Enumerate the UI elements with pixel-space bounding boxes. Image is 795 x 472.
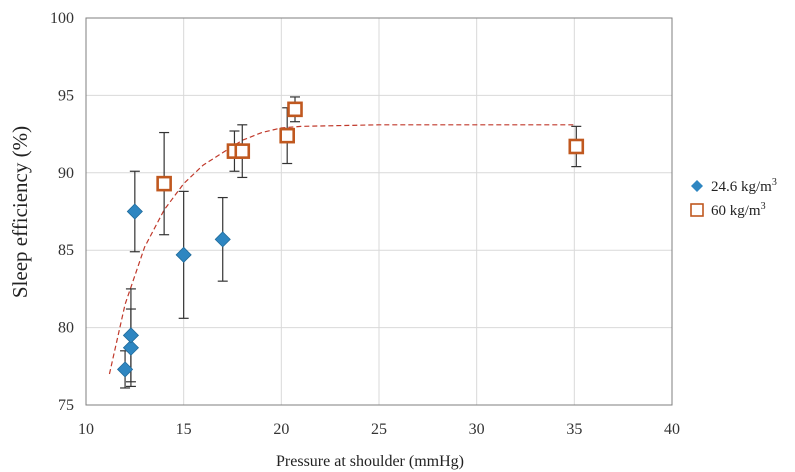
diamond-point: [117, 361, 134, 378]
square-point: [279, 127, 295, 144]
x-tick-label: 10: [78, 421, 94, 438]
error-bars: [120, 96, 582, 389]
x-tick-label: 30: [469, 421, 485, 438]
diamond-point: [126, 203, 143, 220]
x-tick-label: 15: [176, 421, 192, 438]
y-tick-label: 85: [58, 242, 74, 259]
legend-square-icon: [690, 203, 704, 217]
y-axis-title: Sleep efficiency (%): [8, 126, 32, 298]
y-tick-label: 75: [58, 397, 74, 414]
legend: 24.6 kg/m3 60 kg/m3: [690, 177, 777, 219]
diamond-point: [122, 339, 139, 356]
trendline-path: [108, 124, 575, 375]
x-tick-label: 40: [664, 421, 680, 438]
square-point: [287, 101, 303, 118]
legend-item: 24.6 kg/m3: [691, 177, 777, 195]
square-point: [156, 175, 172, 192]
data-markers: [117, 101, 585, 378]
legend-item: 60 kg/m3: [690, 201, 766, 219]
y-tick-label: 100: [50, 10, 74, 27]
y-tick-label: 80: [58, 320, 74, 337]
x-tick-label: 35: [566, 421, 582, 438]
grid: [85, 17, 673, 406]
x-axis-title: Pressure at shoulder (mmHg): [276, 453, 464, 470]
x-tick-label: 25: [371, 421, 387, 438]
legend-label: 60 kg/m3: [711, 201, 766, 219]
x-tick-label: 20: [273, 421, 289, 438]
legend-diamond-icon: [691, 180, 703, 192]
diamond-point: [175, 246, 192, 263]
diamond-point: [214, 231, 231, 248]
tick-labels: 10 15 20 25 30 35 40 75 80 85 90 95 100: [50, 10, 680, 438]
plot-frame: [85, 17, 673, 406]
square-point: [568, 138, 585, 155]
y-tick-label: 90: [58, 165, 74, 182]
y-tick-label: 95: [58, 87, 74, 104]
trendline: [108, 124, 575, 375]
legend-label: 24.6 kg/m3: [711, 177, 777, 195]
diamond-point: [122, 327, 139, 344]
square-point: [234, 143, 251, 159]
